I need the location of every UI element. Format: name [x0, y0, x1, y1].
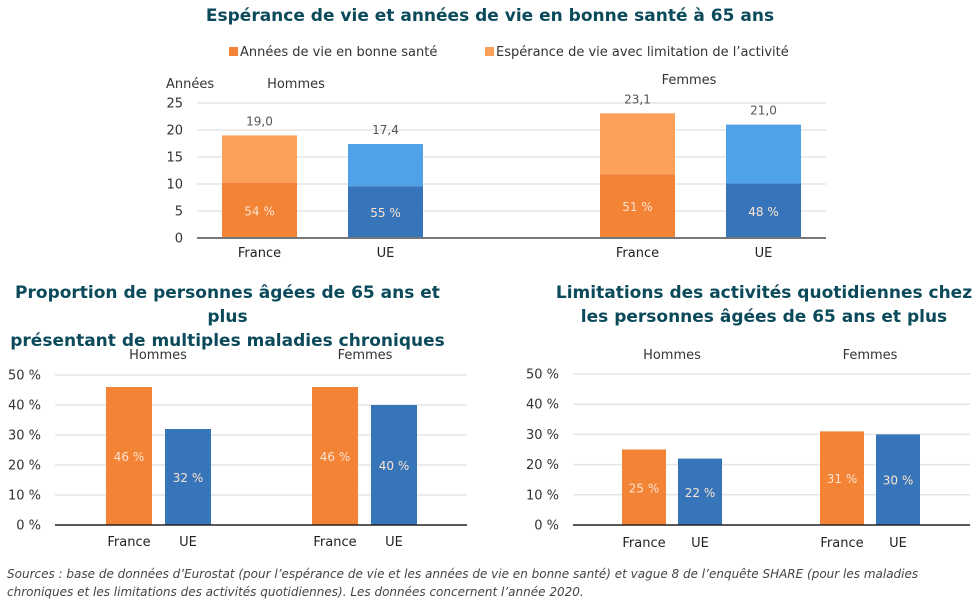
bar-healthy-segment [222, 182, 297, 238]
x-category-label: France [313, 535, 356, 550]
legend-label-healthy: Années de vie en bonne santé [240, 45, 437, 60]
x-category-label: UE [889, 536, 907, 551]
bar-limitation-segment [726, 124, 801, 184]
bar [820, 431, 864, 525]
y-tick-label: 5 [175, 205, 183, 220]
x-category-label: France [616, 246, 659, 261]
x-category-label: UE [691, 536, 709, 551]
bar-value-label: 40 % [379, 459, 410, 473]
y-tick-label: 10 [166, 178, 183, 193]
total-value-label: 19,0 [246, 114, 273, 128]
group-label-hommes: Hommes [643, 348, 701, 363]
y-tick-label: 20 % [8, 459, 41, 474]
y-tick-label: 40 % [526, 398, 559, 413]
chronic-title-line-2: présentant de multiples maladies chroniq… [10, 331, 445, 351]
y-tick-label: 0 % [16, 519, 41, 534]
y-tick-label: 0 [175, 232, 183, 247]
group-label-femmes: Femmes [843, 348, 898, 363]
group-label-femmes: Femmes [338, 348, 393, 363]
bar-healthy-segment [726, 183, 801, 238]
chronic-title-line-1: Proportion de personnes âgées de 65 ans … [15, 283, 440, 327]
bar-value-label: 46 % [114, 450, 145, 464]
y-tick-label: 25 [166, 97, 183, 112]
sources-note: Sources : base de données d’Eurostat (po… [7, 567, 919, 599]
y-tick-label: 10 % [8, 489, 41, 504]
bar [622, 449, 666, 525]
bar-limitation-segment [600, 113, 675, 175]
total-value-label: 23,1 [624, 92, 651, 106]
group-label-hommes: Hommes [129, 348, 187, 363]
x-category-label: UE [755, 246, 773, 261]
group-label-femmes: Femmes [662, 73, 717, 88]
y-tick-label: 20 [166, 124, 183, 139]
y-tick-label: 30 % [8, 429, 41, 444]
x-category-label: France [820, 536, 863, 551]
legend-swatch-healthy [229, 47, 238, 56]
limitations-title-line-2: les personnes âgées de 65 ans et plus [580, 307, 948, 327]
y-tick-label: 50 % [526, 368, 559, 383]
bar-value-label: 46 % [320, 450, 351, 464]
healthy-share-label: 51 % [622, 200, 653, 214]
group-label-hommes: Hommes [267, 77, 325, 92]
y-tick-label: 10 % [526, 488, 559, 503]
bar-value-label: 31 % [827, 472, 858, 486]
bar-limitation-segment [222, 135, 297, 183]
legend-label-limitation: Espérance de vie avec limitation de l’ac… [496, 45, 789, 60]
y-axis-label: Années [166, 77, 214, 92]
healthy-share-label: 55 % [370, 206, 401, 220]
legend-swatch-limitation [485, 47, 494, 56]
bar-value-label: 30 % [883, 474, 914, 488]
bar [165, 429, 211, 525]
chronic-diseases-chart-title: Proportion de personnes âgées de 65 ans … [0, 281, 455, 353]
bar-value-label: 22 % [685, 486, 716, 500]
bar-limitation-segment [348, 144, 423, 187]
limitations-title-line-1: Limitations des activités quotidiennes c… [555, 283, 973, 303]
y-tick-label: 20 % [526, 458, 559, 473]
bar [678, 458, 722, 525]
bar-healthy-segment [348, 186, 423, 238]
y-tick-label: 40 % [8, 399, 41, 414]
x-category-label: UE [385, 535, 403, 550]
y-tick-label: 0 % [534, 519, 559, 534]
x-category-label: France [622, 536, 665, 551]
x-category-label: UE [377, 246, 395, 261]
x-category-label: France [107, 535, 150, 550]
activity-limitations-chart-title: Limitations des activités quotidiennes c… [548, 281, 980, 329]
healthy-share-label: 54 % [244, 204, 275, 218]
main-chart-title: Espérance de vie et années de vie en bon… [205, 6, 775, 26]
x-category-label: France [238, 246, 281, 261]
y-tick-label: 30 % [526, 428, 559, 443]
y-tick-label: 15 [166, 151, 183, 166]
x-category-label: UE [179, 535, 197, 550]
healthy-share-label: 48 % [748, 205, 779, 219]
bar-value-label: 32 % [173, 471, 204, 485]
bar-value-label: 25 % [629, 481, 660, 495]
bar-healthy-segment [600, 174, 675, 238]
total-value-label: 17,4 [372, 123, 399, 137]
bar [371, 405, 417, 525]
bar [106, 387, 152, 525]
bar [876, 434, 920, 525]
bar [312, 387, 358, 525]
total-value-label: 21,0 [750, 104, 777, 118]
y-tick-label: 50 % [8, 369, 41, 384]
